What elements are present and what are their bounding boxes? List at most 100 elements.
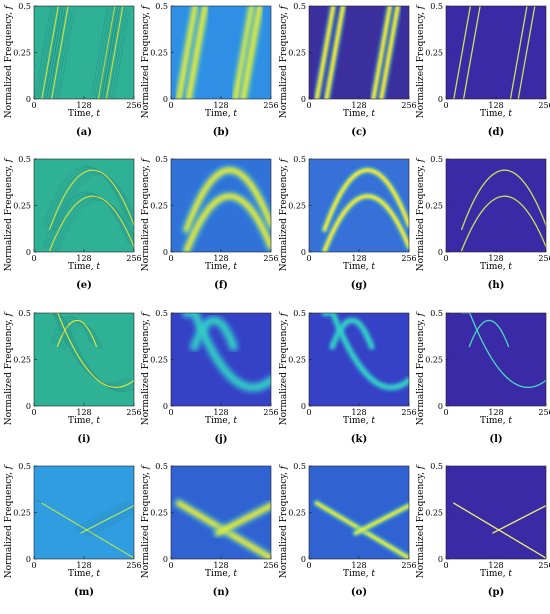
- heatmap-svg: 0 128 256 0 0.25 0.5: [288, 309, 416, 417]
- x-tick-label: 128: [76, 408, 91, 417]
- ridge-line: [509, 6, 528, 99]
- y-tick-label: 0.25: [13, 509, 31, 518]
- y-axis-label: Normalized Frequency, f: [4, 465, 14, 579]
- x-axis-label: Time, t: [342, 262, 376, 272]
- x-axis-label: Time, t: [342, 416, 376, 426]
- panel-label: (b): [212, 127, 230, 138]
- x-tick-label: 0: [168, 254, 173, 263]
- ridge-line: [322, 168, 409, 232]
- x-tick-label: 0: [31, 101, 36, 110]
- y-tick-label: 0: [26, 402, 31, 411]
- y-tick-label: 0: [301, 555, 306, 564]
- x-axis-label: Time, t: [67, 416, 101, 426]
- x-axis-label: Time, t: [67, 109, 101, 119]
- interference-fringe: [51, 314, 134, 390]
- ridge-line: [176, 6, 198, 99]
- y-axis-label: Normalized Frequency, f: [416, 312, 426, 426]
- ridge-line: [460, 195, 546, 252]
- panel-j: 0 128 256 0 0.25 0.5 Normalized Frequency, f Ti…: [137, 307, 279, 460]
- ridge-line: [468, 319, 510, 348]
- x-axis-label: Time, t: [479, 416, 513, 426]
- x-tick-label: 128: [488, 408, 503, 417]
- x-axis-label: Time, t: [204, 109, 238, 119]
- x-tick-label: 0: [168, 408, 173, 417]
- heatmap-background: [446, 159, 546, 252]
- interference-fringe: [103, 9, 120, 99]
- y-tick-label: 0.25: [288, 356, 306, 365]
- interference-fringe: [110, 9, 128, 99]
- y-tick-label: 0.25: [288, 509, 306, 518]
- y-axis-label: Normalized Frequency, f: [279, 312, 289, 426]
- panel-d: 0 128 256 0 0.25 0.5 Normalized Frequency, f Ti…: [412, 0, 550, 153]
- x-tick-label: 256: [401, 408, 416, 417]
- x-tick-label: 256: [263, 408, 278, 417]
- panel-f: 0 128 256 0 0.25 0.5 Normalized Frequency, f Ti…: [137, 153, 279, 306]
- heatmap-svg: 0 128 256 0 0.25 0.5: [13, 2, 141, 110]
- y-tick-label: 0.5: [293, 2, 306, 11]
- ridge-line: [41, 502, 134, 559]
- ridge-line: [353, 503, 409, 535]
- y-tick-label: 0: [438, 555, 443, 564]
- ridge-line: [49, 313, 134, 388]
- ridge-line: [453, 6, 471, 99]
- x-tick-label: 0: [31, 561, 36, 570]
- ridge-line: [183, 193, 271, 252]
- x-tick-label: 256: [126, 101, 141, 110]
- ridge-line: [460, 313, 546, 389]
- x-tick-label: 128: [213, 561, 228, 570]
- y-axis-label: Normalized Frequency, f: [4, 158, 14, 272]
- ridge-line: [322, 194, 409, 252]
- panel-h: 0 128 256 0 0.25 0.5 Normalized Frequency, f Ti…: [412, 153, 550, 306]
- interference-fringe: [53, 172, 134, 233]
- x-tick-label: 0: [306, 408, 311, 417]
- interference-fringe: [52, 317, 93, 344]
- panel-c: 0 128 256 0 0.25 0.5 Normalized Frequency, f Ti…: [275, 0, 417, 153]
- ridge-line: [453, 502, 546, 559]
- y-axis-label: Normalized Frequency, f: [4, 312, 14, 426]
- y-axis-label: Normalized Frequency, f: [279, 5, 289, 119]
- x-tick-label: 0: [306, 254, 311, 263]
- x-tick-label: 256: [263, 101, 278, 110]
- x-tick-label: 128: [488, 254, 503, 263]
- heatmap-svg: 0 128 256 0 0.25 0.5: [13, 155, 141, 263]
- interference-fringe: [44, 193, 130, 248]
- x-tick-label: 256: [263, 254, 278, 263]
- y-axis-label: Normalized Frequency, f: [416, 5, 426, 119]
- y-tick-label: 0: [301, 248, 306, 257]
- x-axis-label: Time, t: [479, 109, 513, 119]
- x-axis-label: Time, t: [479, 262, 513, 272]
- interference-fringe: [56, 9, 73, 99]
- panel-label: (p): [487, 587, 505, 598]
- interference-fringe: [55, 318, 95, 346]
- x-tick-label: 0: [443, 561, 448, 570]
- interference-fringe: [46, 6, 64, 97]
- y-tick-label: 0: [163, 402, 168, 411]
- heatmap-background: [34, 466, 134, 559]
- x-tick-label: 128: [351, 408, 366, 417]
- x-tick-label: 128: [213, 254, 228, 263]
- y-axis-label: Normalized Frequency, f: [279, 158, 289, 272]
- panel-label: (f): [214, 280, 228, 291]
- interference-fringe: [34, 6, 52, 95]
- y-tick-label: 0.5: [18, 309, 31, 318]
- heatmap-background: [446, 466, 546, 559]
- ridge-line: [215, 502, 271, 536]
- interference-fringe: [50, 315, 91, 343]
- panel-label: (l): [489, 434, 503, 445]
- y-tick-label: 0.5: [18, 2, 31, 11]
- interference-fringe: [39, 6, 57, 98]
- ridge-line: [492, 504, 546, 534]
- ridge-line: [324, 6, 345, 99]
- interference-fringe: [100, 8, 118, 99]
- x-tick-label: 128: [213, 408, 228, 417]
- y-tick-label: 0.25: [288, 202, 306, 211]
- y-tick-label: 0: [438, 402, 443, 411]
- panel-i: 0 128 256 0 0.25 0.5 Normalized Frequency, f Ti…: [0, 307, 142, 460]
- panel-e: 0 128 256 0 0.25 0.5 Normalized Frequency, f Ti…: [0, 153, 142, 306]
- x-axis-label: Time, t: [342, 109, 376, 119]
- x-axis-label: Time, t: [204, 569, 238, 579]
- heatmap-svg: 0 128 256 0 0.25 0.5: [425, 309, 550, 417]
- panel-label: (e): [76, 280, 92, 291]
- x-axis-label: Time, t: [204, 416, 238, 426]
- x-tick-label: 256: [538, 254, 550, 263]
